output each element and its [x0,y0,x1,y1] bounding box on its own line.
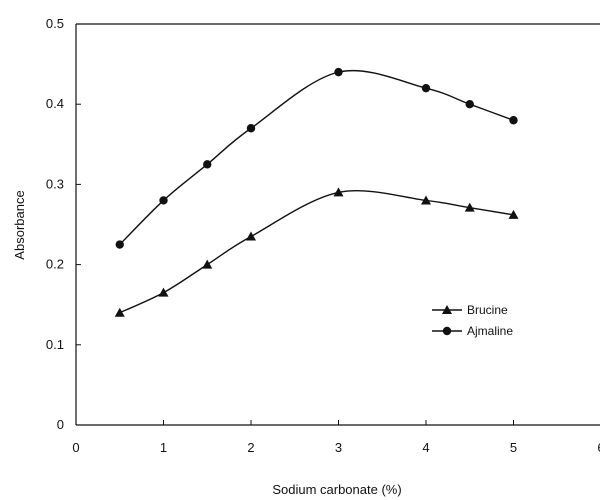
ajmaline-data-point [421,83,431,93]
y-tick-label: 0.5 [46,16,64,31]
brucine-data-point [202,259,213,269]
x-tick-label: 1 [160,440,167,455]
plot-frame [75,23,600,426]
legend-item-ajmaline: Ajmaline [432,324,513,338]
y-tick-label: 0.4 [46,96,64,111]
x-tick-label: 6 [597,440,600,455]
brucine-data-point [158,287,169,297]
legend-item-brucine: Brucine [432,303,508,317]
x-axis-ticks: 0 1 2 3 4 5 6 [72,420,600,455]
ajmaline-data-point [334,67,343,77]
series-ajmaline [115,67,518,249]
x-tick-label: 0 [72,440,79,455]
series-brucine [114,187,519,317]
y-tick-label: 0.1 [46,337,64,352]
brucine-data-point [114,307,125,317]
ajmaline-data-point [203,160,212,169]
ajmaline-data-point [115,240,124,249]
brucine-data-point [508,209,519,219]
brucine-data-point [246,231,256,241]
y-tick-label: 0.3 [46,176,64,191]
brucine-data-point [464,202,475,212]
ajmaline-data-point [159,196,168,205]
legend-marker-brucine [442,305,452,314]
y-axis-ticks: 0 0.1 0.2 0.3 0.4 0.5 [46,16,81,432]
legend-marker-ajmaline [442,326,452,336]
x-tick-label: 2 [247,440,254,455]
x-tick-label: 4 [422,440,429,455]
y-axis-title: Absorbance [12,190,27,259]
x-axis-title: Sodium carbonate (%) [272,482,401,497]
y-tick-label: 0 [57,417,64,432]
legend: Brucine Ajmaline [432,303,513,338]
y-tick-label: 0.2 [46,257,64,272]
ajmaline-data-point [246,124,256,133]
brucine-data-point [421,195,431,205]
legend-label-ajmaline: Ajmaline [467,324,513,338]
brucine-data-point [333,187,344,197]
ajmaline-data-point [509,116,518,125]
series-layer [114,67,519,317]
x-tick-label: 3 [335,440,342,455]
x-tick-label: 5 [510,440,517,455]
ajmaline-data-point [465,100,474,109]
legend-label-brucine: Brucine [467,303,508,317]
brucine-line [119,190,514,314]
ajmaline-line [119,70,514,246]
